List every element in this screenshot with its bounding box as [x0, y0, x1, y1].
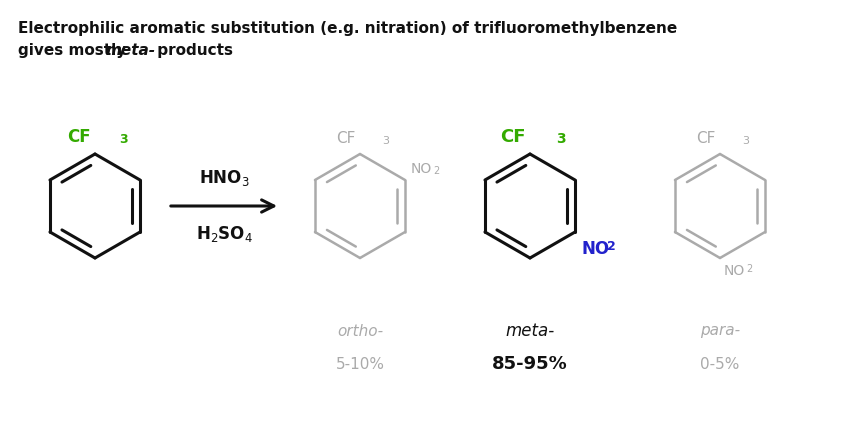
Text: H$_2$SO$_4$: H$_2$SO$_4$ — [195, 224, 253, 244]
Text: 2: 2 — [746, 264, 752, 274]
Text: CF: CF — [336, 131, 356, 146]
Text: 5-10%: 5-10% — [336, 357, 384, 371]
Text: products: products — [152, 43, 233, 58]
Text: NO: NO — [724, 264, 746, 278]
Text: CF: CF — [697, 131, 716, 146]
Text: Electrophilic aromatic substitution (e.g. nitration) of trifluoromethylbenzene: Electrophilic aromatic substitution (e.g… — [18, 21, 677, 36]
Text: 3: 3 — [382, 136, 389, 146]
Text: 85-95%: 85-95% — [492, 355, 568, 373]
Text: NO: NO — [411, 162, 432, 176]
Text: 2: 2 — [607, 240, 615, 253]
Text: CF: CF — [501, 128, 526, 146]
Text: 2: 2 — [433, 166, 439, 176]
Text: CF: CF — [68, 128, 91, 146]
Text: para-: para- — [700, 324, 740, 338]
Text: NO: NO — [581, 240, 609, 258]
Text: 3: 3 — [742, 136, 749, 146]
Text: HNO$_3$: HNO$_3$ — [199, 168, 249, 188]
Text: ortho-: ortho- — [337, 324, 383, 338]
Text: meta-: meta- — [106, 43, 156, 58]
Text: 3: 3 — [119, 133, 128, 146]
Text: gives mostly: gives mostly — [18, 43, 132, 58]
Text: 3: 3 — [556, 132, 566, 146]
Text: 0-5%: 0-5% — [700, 357, 740, 371]
Text: meta-: meta- — [505, 322, 555, 340]
